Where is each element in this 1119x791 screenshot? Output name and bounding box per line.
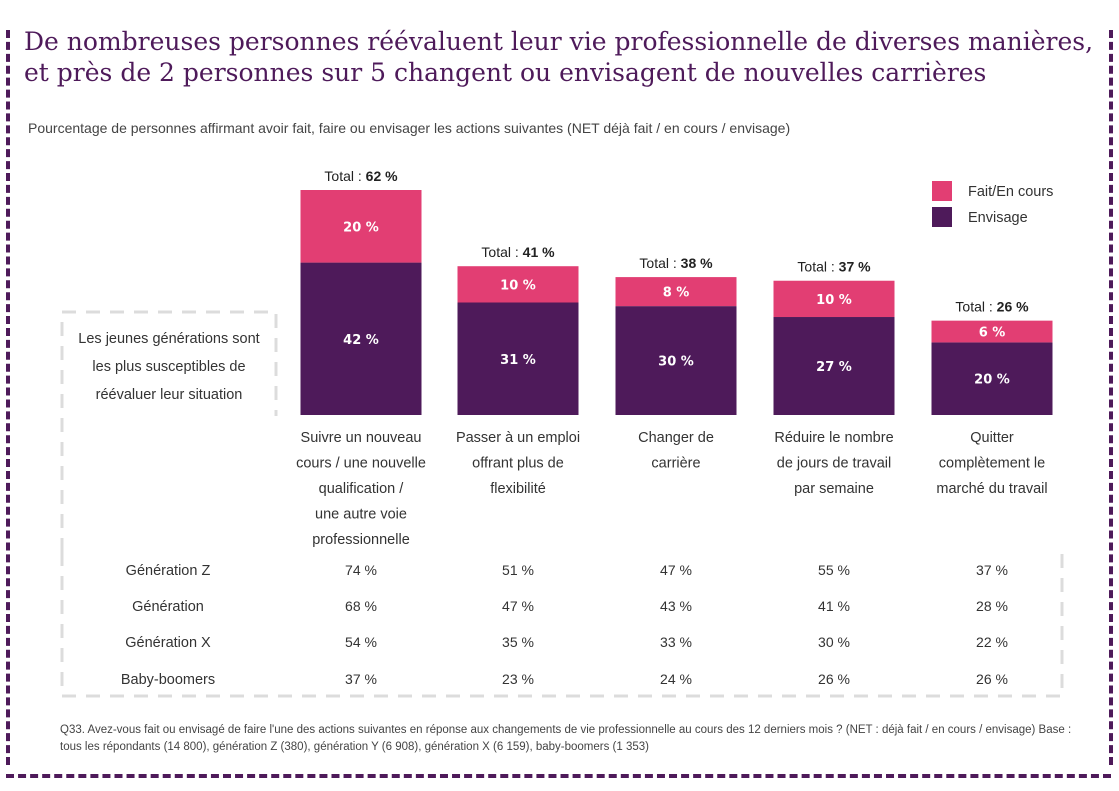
- generation-table-cell: 68 %: [345, 598, 377, 614]
- bar-segment-fait-en-cours: [931, 320, 1053, 343]
- bar-segment-envisage: [300, 262, 422, 415]
- category-label-line: une autre voie: [315, 507, 407, 523]
- chart-subtitle: Pourcentage de personnes affirmant avoir…: [28, 120, 791, 136]
- generation-table-cell: 74 %: [345, 562, 377, 578]
- bar-value-label-fait-en-cours: 10 %: [500, 278, 536, 293]
- bar-value-label-fait-en-cours: 6 %: [979, 326, 1006, 341]
- bar-total-label: Total : 62 %: [324, 168, 398, 184]
- generation-table-box: [60, 552, 1064, 698]
- category-label-line: cours / une nouvelle: [296, 456, 426, 472]
- category-label-line: Suivre un nouveau: [301, 430, 422, 446]
- legend-swatch-fait-en-cours: [932, 181, 952, 201]
- category-label-line: qualification /: [319, 481, 405, 497]
- bar-value-label-fait-en-cours: 8 %: [663, 286, 690, 301]
- frame-border-right: [1109, 30, 1113, 765]
- bar-value-label-envisage: 42 %: [343, 333, 379, 348]
- category-label-line: marché du travail: [936, 481, 1047, 497]
- generation-table-cell: 37 %: [976, 562, 1008, 578]
- bar-segment-fait-en-cours: [300, 190, 422, 263]
- category-label-line: Quitter: [970, 430, 1014, 446]
- bar-segment-fait-en-cours: [457, 266, 579, 303]
- bar-value-label-envisage: 20 %: [974, 373, 1010, 388]
- note-box: [60, 310, 278, 552]
- category-label-line: Changer de: [638, 430, 714, 446]
- generation-table-cell: 47 %: [502, 598, 534, 614]
- generation-row-label: Baby-boomers: [121, 672, 215, 688]
- category-label-line: Passer à un emploi: [456, 430, 580, 446]
- category-label-line: complètement le: [939, 456, 1045, 472]
- generation-table-cell: 24 %: [660, 671, 692, 687]
- note-text-line: Les jeunes générations sont: [78, 331, 259, 347]
- bar-value-label-envisage: 27 %: [816, 360, 852, 375]
- category-label-line: carrière: [651, 456, 700, 472]
- bar-total-label: Total : 38 %: [639, 255, 713, 271]
- bar-value-label-envisage: 30 %: [658, 355, 694, 370]
- bar-total-label: Total : 41 %: [481, 244, 555, 260]
- generation-table-cell: 43 %: [660, 598, 692, 614]
- generation-table-cell: 26 %: [976, 671, 1008, 687]
- bar-segment-fait-en-cours: [615, 277, 737, 307]
- legend-swatch-envisage: [932, 207, 952, 227]
- category-label-line: professionnelle: [312, 532, 410, 548]
- category-label-line: Réduire le nombre: [774, 430, 893, 446]
- generation-table-cell: 47 %: [660, 562, 692, 578]
- bar-total-label: Total : 26 %: [955, 299, 1029, 315]
- generation-table-cell: 28 %: [976, 598, 1008, 614]
- category-label-line: flexibilité: [490, 481, 546, 497]
- bar-segment-envisage: [615, 306, 737, 415]
- generation-row-label: Génération: [132, 599, 204, 615]
- generation-table-cell: 37 %: [345, 671, 377, 687]
- bar-value-label-fait-en-cours: 20 %: [343, 220, 379, 235]
- legend-label-envisage: Envisage: [968, 210, 1028, 226]
- bar-segment-envisage: [773, 317, 895, 415]
- generation-table-cell: 26 %: [818, 671, 850, 687]
- category-label-line: par semaine: [794, 481, 874, 497]
- chart-title: De nombreuses personnes réévaluent leur …: [24, 27, 1094, 87]
- bar-value-label-envisage: 31 %: [500, 353, 536, 368]
- bar-total-label: Total : 37 %: [797, 259, 871, 275]
- bar-segment-envisage: [457, 302, 579, 415]
- footnote: Q33. Avez-vous fait ou envisagé de faire…: [60, 724, 1072, 753]
- generation-table-cell: 41 %: [818, 598, 850, 614]
- bar-segment-envisage: [931, 342, 1053, 415]
- note-text-line: les plus susceptibles de: [92, 359, 245, 375]
- generation-table-cell: 35 %: [502, 634, 534, 650]
- category-label-line: offrant plus de: [472, 456, 564, 472]
- generation-table-cell: 55 %: [818, 562, 850, 578]
- bar-segment-fait-en-cours: [773, 280, 895, 318]
- generation-table-cell: 22 %: [976, 634, 1008, 650]
- generation-table-cell: 51 %: [502, 562, 534, 578]
- generation-table-cell: 54 %: [345, 634, 377, 650]
- legend-label-fait-en-cours: Fait/En cours: [968, 184, 1053, 200]
- generation-table-cell: 23 %: [502, 671, 534, 687]
- generation-row-label: Génération Z: [126, 563, 211, 579]
- bar-value-label-fait-en-cours: 10 %: [816, 293, 852, 308]
- generation-table-cell: 33 %: [660, 634, 692, 650]
- generation-table-cell: 30 %: [818, 634, 850, 650]
- frame-border-left: [6, 30, 10, 765]
- category-label-line: de jours de travail: [777, 456, 891, 472]
- note-text-line: réévaluer leur situation: [96, 387, 243, 403]
- generation-row-label: Génération X: [125, 635, 211, 651]
- frame-border-bottom: [6, 774, 1111, 778]
